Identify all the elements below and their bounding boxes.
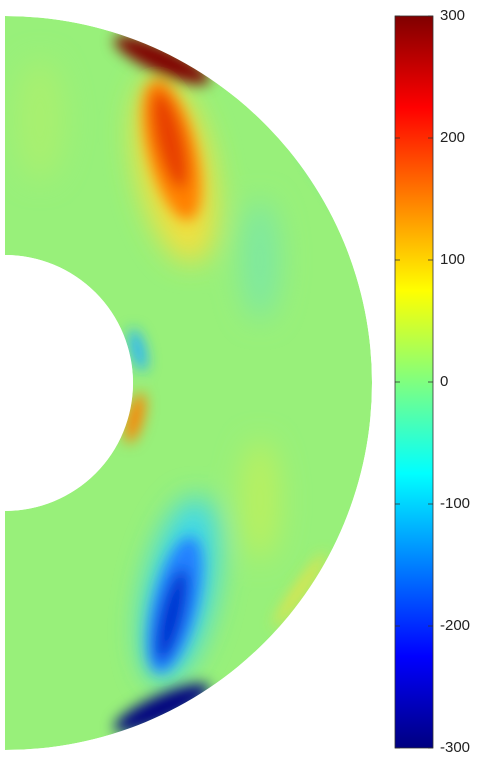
colorbar-tick-label: -100 [440, 495, 470, 512]
colorbar [394, 15, 434, 749]
field-background [5, 16, 372, 750]
colorbar-tick-label: -200 [440, 617, 470, 634]
colorbar-tick-label: 300 [440, 7, 465, 24]
colorbar-tick-label: -300 [440, 739, 470, 756]
colorbar-tick-label: 0 [440, 373, 448, 390]
colorbar-tick-label: 100 [440, 251, 465, 268]
colorbar-tick-label: 200 [440, 129, 465, 146]
contour-field [5, 16, 372, 750]
